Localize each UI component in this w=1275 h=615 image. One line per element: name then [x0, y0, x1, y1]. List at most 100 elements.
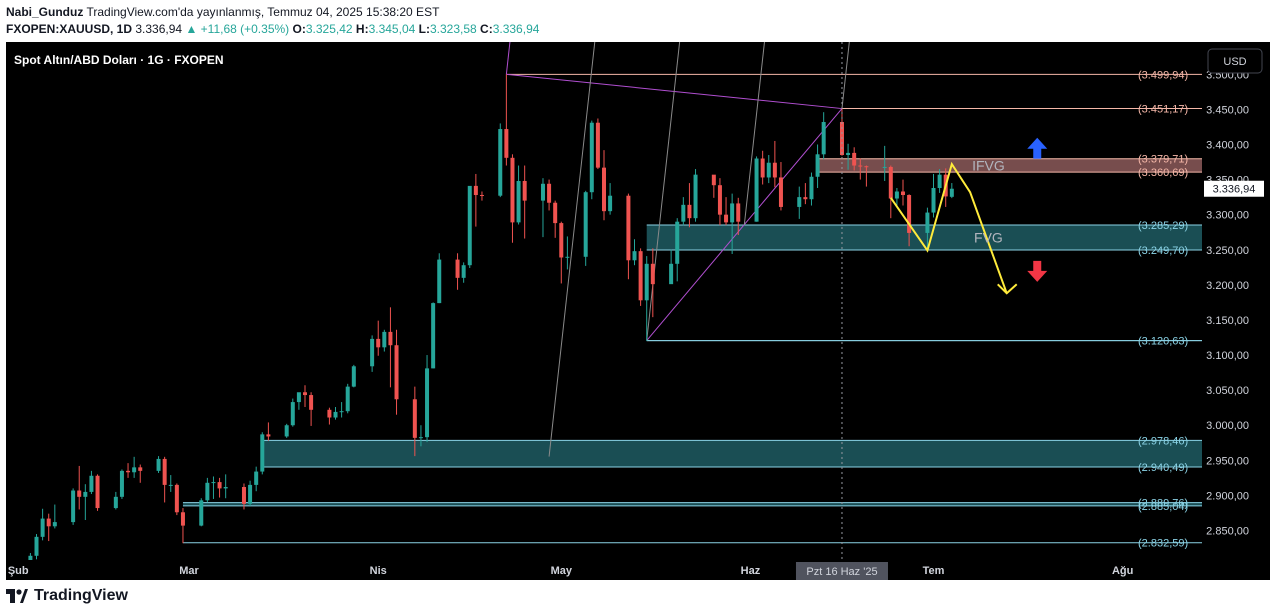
level-label: (2.940,49): [1138, 462, 1188, 474]
candle-body: [772, 162, 777, 178]
candle-body: [516, 180, 521, 223]
publish-date: TradingView.com'da yayınlanmış, Temmuz 0…: [86, 5, 440, 19]
y-tick-label: 3.100,00: [1206, 350, 1249, 362]
candle-body: [901, 191, 905, 196]
last-price: 3.336,94: [135, 22, 183, 36]
candle-body: [83, 491, 88, 497]
tradingview-logo[interactable]: TradingView: [6, 587, 128, 605]
low-value: 3.323,58: [429, 22, 477, 36]
candle-body: [522, 180, 527, 201]
candle-body: [467, 185, 472, 266]
level-label: (2.889,76): [1138, 498, 1188, 510]
candle-body: [52, 522, 57, 527]
zone-ifvg: [817, 158, 1202, 173]
crosshair-date-label: Pzt 16 Haz '25: [806, 566, 877, 578]
candle-body: [211, 482, 216, 484]
candle-body: [254, 471, 259, 485]
candle-body: [309, 395, 314, 410]
candle-body: [626, 195, 631, 261]
candle-body: [852, 152, 857, 166]
channel-line: [743, 42, 765, 225]
tradingview-logo-icon: [6, 589, 28, 603]
high-label: H:: [355, 22, 369, 36]
candle-body: [95, 475, 100, 509]
candle-body: [473, 185, 478, 196]
candle-body: [89, 475, 94, 492]
candle-body: [412, 399, 417, 438]
candle-body: [589, 122, 594, 193]
y-tick-label: 3.400,00: [1206, 139, 1249, 151]
candle-body: [180, 512, 185, 526]
candle-body: [894, 191, 899, 199]
zone-label-ifvg: IFVG: [972, 157, 1005, 173]
candle-body: [431, 303, 436, 369]
channel-line: [646, 42, 681, 341]
candle-body: [162, 458, 167, 485]
candle-body: [370, 338, 375, 367]
x-tick-label: Şub: [8, 565, 29, 577]
level-label: (3.120,63): [1138, 336, 1188, 348]
y-tick-label: 3.150,00: [1206, 315, 1249, 327]
candle-body: [260, 434, 265, 472]
candle-body: [455, 259, 460, 278]
candle-body: [28, 555, 33, 560]
candle-body: [925, 212, 930, 233]
candle-body: [132, 467, 137, 473]
candle-body: [425, 368, 430, 438]
x-tick-label: May: [551, 565, 573, 577]
y-tick-label: 2.900,00: [1206, 490, 1249, 502]
candle-body: [217, 482, 222, 489]
candle-body: [760, 158, 765, 178]
candle-body: [382, 331, 387, 348]
candle-body: [168, 484, 173, 486]
publish-info: Nabi_Gunduz TradingView.com'da yayınlanm…: [6, 5, 439, 19]
candle-body: [290, 402, 295, 426]
y-tick-label: 3.450,00: [1206, 104, 1249, 116]
time-axis-panel: [6, 560, 1202, 580]
candle-body: [559, 223, 564, 258]
candle-body: [565, 256, 570, 258]
candle-body: [864, 166, 869, 168]
y-tick-label: 3.250,00: [1206, 245, 1249, 257]
candle-body: [754, 158, 759, 222]
candle-body: [437, 259, 442, 304]
candle-body: [778, 177, 783, 207]
x-tick-label: Mar: [179, 565, 199, 577]
candle-body: [711, 174, 716, 186]
open-value: 3.325,42: [305, 22, 353, 36]
candle-body: [553, 202, 558, 224]
projection-arrowhead: [997, 283, 1018, 295]
candle-body: [510, 157, 515, 223]
low-label: L:: [418, 22, 430, 36]
candle-body: [345, 386, 350, 412]
candle-body: [296, 392, 301, 403]
level-label: (2.832,59): [1138, 538, 1188, 550]
author-name[interactable]: Nabi_Gunduz: [6, 5, 84, 19]
level-label: (3.249,70): [1138, 245, 1188, 257]
high-value: 3.345,04: [368, 22, 416, 36]
price-chart[interactable]: IFVGFVG(3.499,94)(3.451,17)(3.379,71)(3.…: [6, 42, 1270, 580]
y-tick-label: 3.050,00: [1206, 385, 1249, 397]
candle-body: [736, 203, 741, 222]
candle-body: [333, 411, 338, 418]
candle-body: [730, 203, 735, 223]
x-tick-label: Tem: [923, 565, 945, 577]
candle-body: [40, 518, 45, 537]
candle-body: [675, 221, 680, 264]
candle-body: [797, 197, 802, 207]
chart-title: Spot Altın/ABD Doları · 1G · FXOPEN: [14, 53, 224, 67]
y-tick-label: 3.200,00: [1206, 280, 1249, 292]
candle-body: [71, 490, 76, 523]
candle-body: [174, 484, 179, 513]
candle-body: [284, 425, 289, 437]
chart-panel[interactable]: IFVG FVG (3.499,94) (3.451,17) (3.379,71) (3.…: [6, 42, 1270, 580]
candle-body: [461, 265, 466, 278]
candle-body: [815, 154, 820, 177]
candle-body: [937, 174, 942, 188]
projection-path: [889, 161, 1008, 294]
currency-button[interactable]: [1207, 48, 1263, 74]
zone-label-fvg: FVG: [974, 229, 1003, 245]
candle-body: [608, 195, 613, 212]
close-value: 3.336,94: [492, 22, 540, 36]
candle-body: [504, 129, 509, 158]
